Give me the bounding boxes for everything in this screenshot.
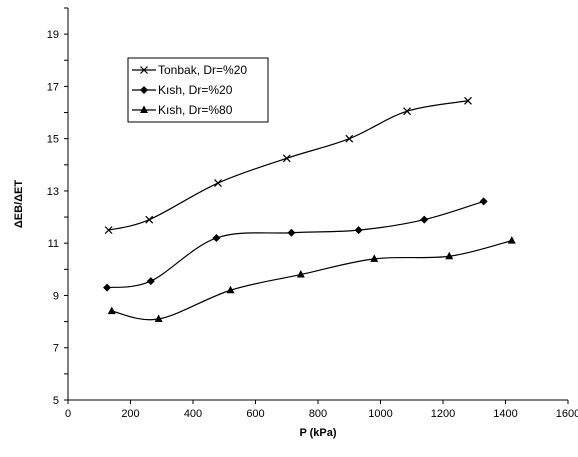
x-tick-label: 1000 (368, 408, 392, 420)
y-tick-label: 15 (47, 134, 59, 146)
legend-entry: Kısh, Dr=%80 (132, 103, 233, 117)
data-point (154, 314, 163, 322)
x-tick-label: 1200 (431, 408, 455, 420)
legend-marker (140, 86, 148, 94)
x-tick-label: 600 (246, 408, 264, 420)
series-line (111, 240, 512, 321)
data-point (464, 96, 472, 105)
data-point (507, 236, 516, 244)
x-tick-label: 400 (184, 408, 202, 420)
data-point (226, 285, 235, 294)
data-point (212, 233, 221, 242)
data-point (420, 215, 429, 224)
data-point (214, 179, 222, 188)
series-2 (103, 197, 488, 292)
data-point (103, 283, 112, 292)
y-axis-title: ΔEB/ΔET (13, 180, 25, 228)
legend-entry: Kısh, Dr=%20 (132, 83, 233, 97)
legend: Tonbak, Dr=%20 Kısh, Dr=%20 Kısh, Dr=%80 (127, 57, 269, 123)
legend-label: Kısh, Dr=%20 (158, 83, 233, 97)
data-point (445, 251, 454, 260)
legend-label: Tonbak, Dr=%20 (158, 63, 247, 77)
x-tick-label: 1600 (556, 408, 578, 420)
y-tick-label: 7 (53, 343, 59, 355)
data-point (345, 134, 354, 143)
x-tick-label: 200 (121, 408, 139, 420)
axes: 0 200 400 600 800 1000 1200 1400 1600 5 7 9 11 13 15 17… (47, 7, 578, 420)
y-tick-label: 5 (53, 395, 59, 407)
data-point (479, 197, 488, 206)
data-point (296, 270, 305, 278)
x-tick-label: 800 (309, 408, 327, 420)
y-tick-label: 13 (47, 186, 59, 198)
data-point (282, 154, 291, 163)
y-tick-label: 19 (47, 29, 59, 41)
data-point (354, 226, 363, 235)
y-tick-label: 11 (48, 238, 59, 250)
x-axis-title: P (kPa) (299, 427, 336, 439)
data-point (370, 254, 379, 262)
series-layer (103, 96, 516, 322)
data-point (107, 306, 116, 315)
x-tick-label: 1400 (493, 408, 517, 420)
data-point (287, 228, 296, 237)
series-line (106, 200, 484, 289)
legend-marker (140, 66, 148, 74)
y-tick-label: 17 (47, 81, 59, 93)
legend-marker (140, 105, 148, 113)
legend-entry: Tonbak, Dr=%20 (132, 63, 247, 77)
x-tick-label: 0 (65, 408, 71, 420)
series-1 (104, 96, 472, 235)
series-3 (107, 236, 516, 322)
data-point (146, 277, 155, 286)
data-point (104, 226, 113, 235)
y-tick-label: 9 (53, 290, 59, 302)
data-point (145, 215, 154, 224)
data-point (403, 107, 411, 116)
legend-label: Kısh, Dr=%80 (158, 103, 233, 117)
